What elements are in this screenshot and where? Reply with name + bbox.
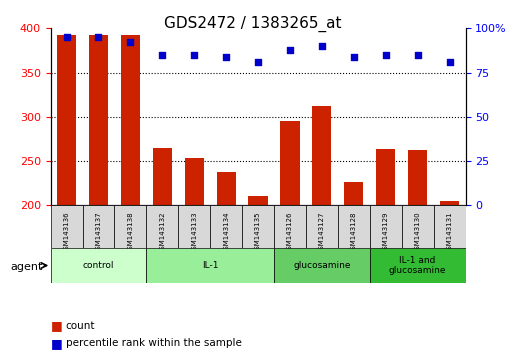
Text: ■: ■: [50, 319, 62, 332]
FancyBboxPatch shape: [274, 248, 369, 283]
Text: GSM143128: GSM143128: [350, 212, 356, 254]
Bar: [343, 182, 363, 205]
Text: percentile rank within the sample: percentile rank within the sample: [66, 338, 241, 348]
Point: [444, 59, 452, 65]
Bar: [89, 35, 108, 205]
FancyBboxPatch shape: [369, 205, 401, 248]
Text: GSM143132: GSM143132: [159, 212, 165, 254]
Text: agent: agent: [10, 262, 42, 272]
Point: [413, 52, 421, 58]
Bar: [184, 158, 204, 205]
Text: GSM143129: GSM143129: [382, 212, 388, 254]
FancyBboxPatch shape: [241, 205, 274, 248]
Point: [158, 52, 166, 58]
Text: GSM143130: GSM143130: [414, 212, 420, 254]
Bar: [216, 172, 235, 205]
Point: [94, 34, 103, 40]
Text: GSM143126: GSM143126: [286, 212, 292, 254]
Text: control: control: [82, 261, 114, 270]
Point: [349, 54, 357, 59]
Text: GSM143134: GSM143134: [223, 212, 229, 254]
Point: [254, 59, 262, 65]
FancyBboxPatch shape: [274, 205, 306, 248]
Text: count: count: [66, 321, 95, 331]
FancyBboxPatch shape: [50, 248, 146, 283]
Text: IL-1: IL-1: [201, 261, 218, 270]
Point: [285, 47, 293, 52]
Text: GDS2472 / 1383265_at: GDS2472 / 1383265_at: [164, 16, 341, 32]
Text: GSM143137: GSM143137: [95, 212, 102, 254]
FancyBboxPatch shape: [433, 205, 465, 248]
Point: [381, 52, 389, 58]
FancyBboxPatch shape: [146, 205, 178, 248]
Point: [222, 54, 230, 59]
Bar: [439, 201, 458, 205]
Point: [126, 40, 134, 45]
Point: [317, 43, 325, 49]
Point: [190, 52, 198, 58]
FancyBboxPatch shape: [146, 248, 274, 283]
Bar: [375, 149, 394, 205]
Bar: [121, 35, 140, 205]
FancyBboxPatch shape: [306, 205, 337, 248]
Bar: [280, 121, 299, 205]
FancyBboxPatch shape: [210, 205, 241, 248]
Text: GSM143138: GSM143138: [127, 212, 133, 254]
FancyBboxPatch shape: [337, 205, 369, 248]
Text: GSM143131: GSM143131: [446, 212, 451, 254]
Bar: [57, 35, 76, 205]
Text: glucosamine: glucosamine: [292, 261, 350, 270]
FancyBboxPatch shape: [369, 248, 465, 283]
Bar: [248, 195, 267, 205]
Text: GSM143135: GSM143135: [255, 212, 261, 254]
Text: GSM143133: GSM143133: [191, 212, 197, 254]
Text: ■: ■: [50, 337, 62, 350]
FancyBboxPatch shape: [178, 205, 210, 248]
FancyBboxPatch shape: [401, 205, 433, 248]
Bar: [153, 148, 172, 205]
FancyBboxPatch shape: [50, 205, 82, 248]
Text: GSM143136: GSM143136: [64, 212, 69, 254]
FancyBboxPatch shape: [114, 205, 146, 248]
Point: [63, 34, 71, 40]
FancyBboxPatch shape: [82, 205, 114, 248]
Text: IL-1 and
glucosamine: IL-1 and glucosamine: [388, 256, 445, 275]
Bar: [312, 106, 331, 205]
Text: GSM143127: GSM143127: [318, 212, 324, 254]
Bar: [407, 150, 426, 205]
